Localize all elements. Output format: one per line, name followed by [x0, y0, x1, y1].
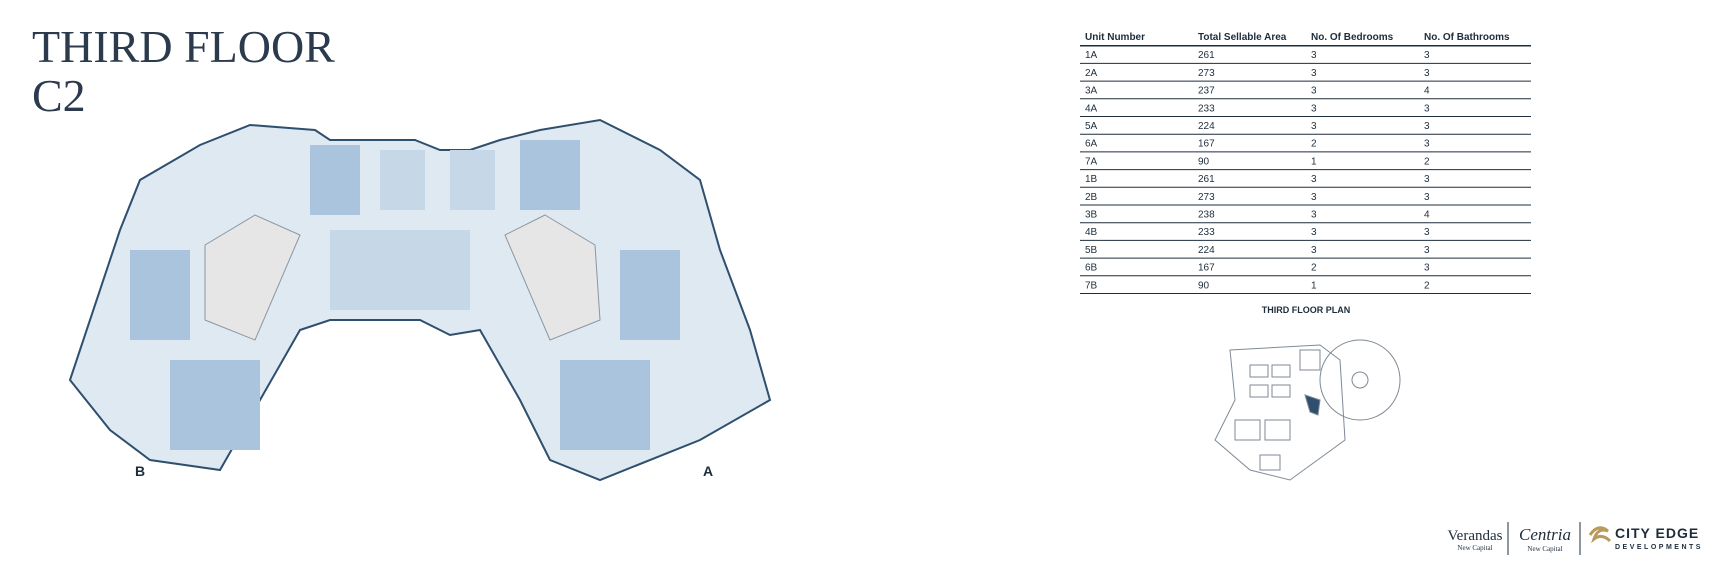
table-cell: 6B	[1085, 263, 1098, 274]
table-cell: 233	[1198, 103, 1215, 114]
table-cell: 2	[1424, 280, 1430, 291]
site-plan-title: THIRD FLOOR PLAN	[1262, 305, 1351, 315]
table-cell: 273	[1198, 192, 1215, 203]
logos: Verandas New Capital Centria New Capital…	[1448, 522, 1703, 555]
table-cell: 3A	[1085, 86, 1098, 97]
logo-sub: New Capital	[1457, 544, 1492, 552]
subtitle: C2	[32, 70, 86, 121]
site-plan	[1214, 339, 1401, 481]
table-cell: 90	[1198, 280, 1210, 291]
logo-text: Centria	[1519, 525, 1571, 544]
table-cell: 261	[1198, 50, 1215, 61]
table-cell: 3	[1311, 174, 1317, 185]
table-cell: 4A	[1085, 103, 1098, 114]
table-cell: 3	[1311, 86, 1317, 97]
table-cell: 3	[1311, 210, 1317, 221]
table-cell: 2A	[1085, 68, 1098, 79]
table-cell: 1	[1311, 156, 1317, 167]
table-cell: 1	[1311, 280, 1317, 291]
table-cell: 3B	[1085, 210, 1098, 221]
table-header: No. Of Bedrooms	[1311, 32, 1394, 43]
table-cell: 3	[1424, 103, 1430, 114]
table-cell: 3	[1424, 227, 1430, 238]
table-header: Unit Number	[1085, 32, 1145, 43]
table-cell: 3	[1311, 121, 1317, 132]
logo-text: Verandas	[1448, 528, 1503, 544]
table-cell: 233	[1198, 227, 1215, 238]
wing-label: B	[135, 463, 145, 479]
floor-plan	[68, 118, 772, 482]
table-cell: 3	[1424, 192, 1430, 203]
table-cell: 2	[1424, 156, 1430, 167]
table-cell: 7B	[1085, 280, 1098, 291]
table-cell: 7A	[1085, 156, 1098, 167]
logo-sub: New Capital	[1527, 545, 1562, 553]
table-cell: 2	[1311, 263, 1317, 274]
table-cell: 4	[1424, 86, 1430, 97]
unit-table: Unit Number Total Sellable Area No. Of Bed…	[1080, 32, 1531, 294]
table-cell: 3	[1424, 174, 1430, 185]
table-cell: 6A	[1085, 139, 1098, 150]
logo-sub: DEVELOPMENTS	[1615, 544, 1703, 551]
table-cell: 2	[1311, 139, 1317, 150]
table-cell: 5B	[1085, 245, 1098, 256]
table-cell: 90	[1198, 156, 1210, 167]
table-cell: 224	[1198, 245, 1215, 256]
table-cell: 237	[1198, 86, 1215, 97]
table-cell: 3	[1311, 68, 1317, 79]
table-cell: 273	[1198, 68, 1215, 79]
table-cell: 3	[1424, 139, 1430, 150]
table-cell: 3	[1424, 121, 1430, 132]
table-cell: 4	[1424, 210, 1430, 221]
table-header: No. Of Bathrooms	[1424, 32, 1510, 43]
table-cell: 3	[1424, 263, 1430, 274]
wing-label: A	[703, 463, 713, 479]
table-cell: 3	[1311, 50, 1317, 61]
table-cell: 224	[1198, 121, 1215, 132]
table-cell: 3	[1311, 245, 1317, 256]
table-cell: 2B	[1085, 192, 1098, 203]
table-cell: 4B	[1085, 227, 1098, 238]
title: THIRD FLOOR	[32, 21, 335, 72]
table-cell: 3	[1424, 50, 1430, 61]
table-cell: 3	[1424, 68, 1430, 79]
table-cell: 261	[1198, 174, 1215, 185]
table-cell: 167	[1198, 263, 1215, 274]
logo-text: CITY EDGE	[1615, 525, 1699, 541]
table-cell: 238	[1198, 210, 1215, 221]
table-cell: 3	[1311, 103, 1317, 114]
table-cell: 1B	[1085, 174, 1098, 185]
table-cell: 3	[1424, 245, 1430, 256]
table-cell: 3	[1311, 227, 1317, 238]
table-cell: 3	[1311, 192, 1317, 203]
table-cell: 167	[1198, 139, 1215, 150]
table-cell: 1A	[1085, 50, 1098, 61]
table-header: Total Sellable Area	[1198, 32, 1287, 43]
table-cell: 5A	[1085, 121, 1098, 132]
